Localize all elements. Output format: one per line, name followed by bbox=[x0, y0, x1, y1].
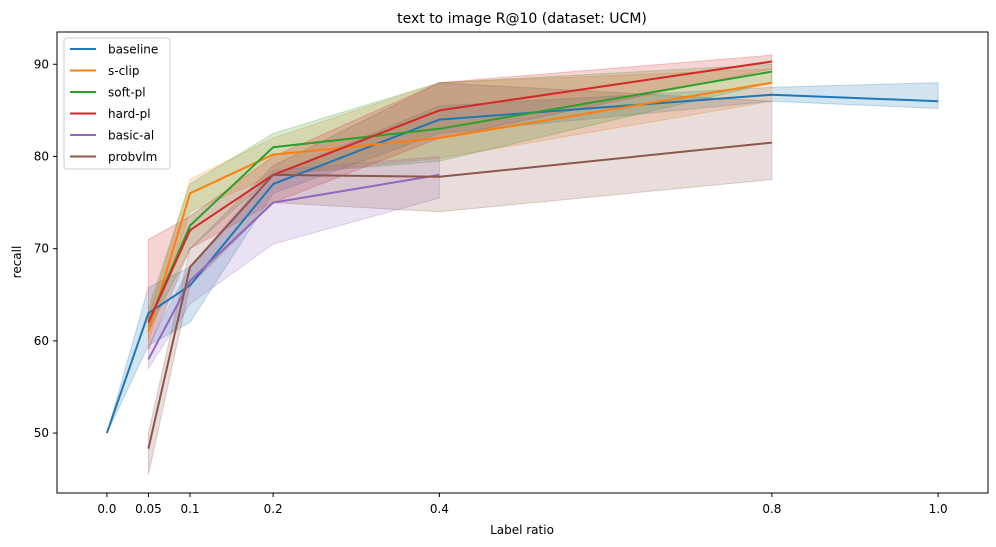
legend-label-probvlm: probvlm bbox=[108, 150, 157, 164]
legend-label-basic-al: basic-al bbox=[108, 129, 154, 143]
y-tick-label: 50 bbox=[34, 426, 49, 440]
x-tick-label: 0.4 bbox=[430, 502, 449, 516]
confidence-bands bbox=[106, 54, 939, 475]
x-tick-label: 0.0 bbox=[97, 502, 116, 516]
legend-label-s-clip: s-clip bbox=[108, 64, 139, 78]
y-axis-ticks: 50 60 70 80 90 bbox=[34, 57, 57, 440]
x-tick-label: 0.2 bbox=[264, 502, 283, 516]
plot-frame bbox=[56, 31, 989, 494]
x-tick-label: 1.0 bbox=[929, 502, 948, 516]
y-tick-label: 70 bbox=[34, 242, 49, 256]
y-tick-label: 60 bbox=[34, 334, 49, 348]
x-axis-ticks: 0.0 0.05 0.1 0.2 0.4 0.8 1.0 bbox=[97, 493, 948, 516]
legend-label-soft-pl: soft-pl bbox=[108, 86, 146, 100]
band-s-clip bbox=[147, 68, 773, 342]
x-tick-label: 0.8 bbox=[762, 502, 781, 516]
legend: baseline s-clip soft-pl hard-pl basic-al prob… bbox=[63, 37, 171, 170]
y-tick-label: 80 bbox=[34, 149, 49, 163]
legend-label-hard-pl: hard-pl bbox=[108, 107, 151, 121]
band-basic-al bbox=[147, 155, 440, 371]
chart-title: text to image R@10 (dataset: UCM) bbox=[397, 11, 647, 27]
x-tick-label: 0.05 bbox=[135, 502, 162, 516]
legend-label-baseline: baseline bbox=[108, 43, 158, 57]
x-tick-label: 0.1 bbox=[180, 502, 199, 516]
y-tick-label: 90 bbox=[34, 57, 49, 71]
x-axis-label: Label ratio bbox=[490, 523, 554, 537]
y-axis-label: recall bbox=[10, 246, 24, 279]
line-basic-al bbox=[147, 173, 440, 360]
series-lines bbox=[105, 60, 939, 449]
